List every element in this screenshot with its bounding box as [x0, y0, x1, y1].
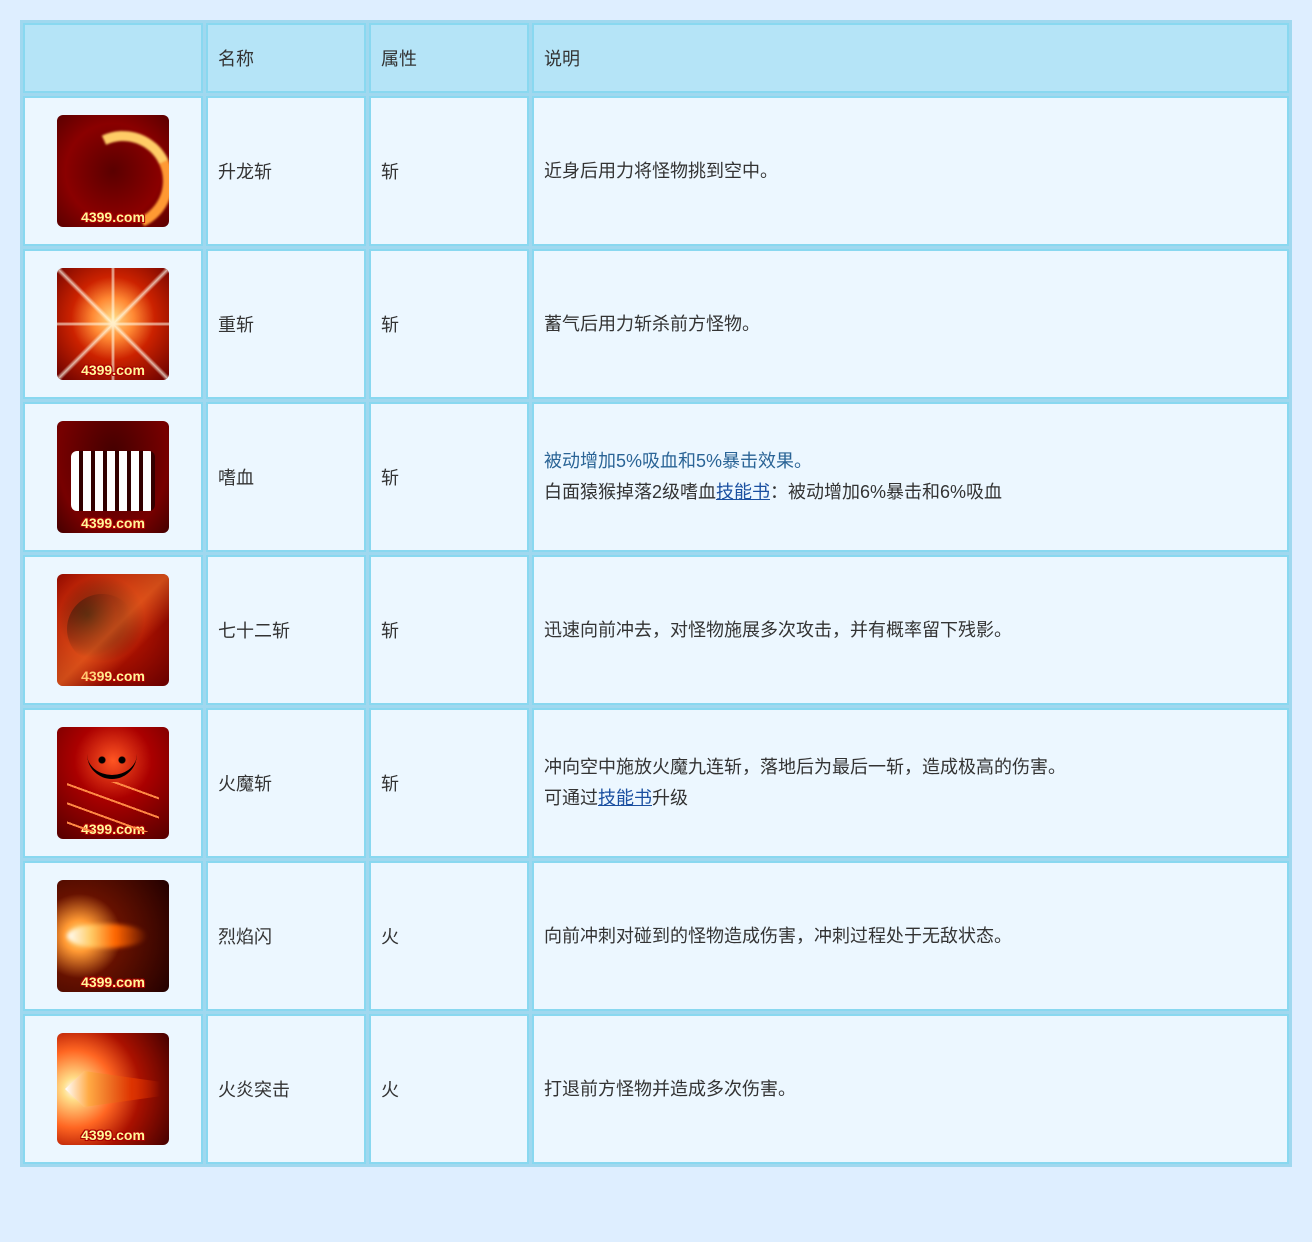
icon-cell: 4399.com — [23, 96, 203, 246]
skill-attr: 斩 — [369, 402, 529, 552]
skill-icon: 4399.com — [57, 421, 169, 533]
icon-cell: 4399.com — [23, 861, 203, 1011]
skill-attr: 斩 — [369, 555, 529, 705]
table-row: 4399.com 烈焰闪 火 向前冲刺对碰到的怪物造成伤害，冲刺过程处于无敌状态… — [23, 861, 1289, 1011]
watermark: 4399.com — [59, 821, 167, 837]
header-icon — [23, 23, 203, 93]
icon-cell: 4399.com — [23, 1014, 203, 1164]
icon-cell: 4399.com — [23, 402, 203, 552]
skill-name: 火炎突击 — [206, 1014, 366, 1164]
desc-line2-pre: 可通过 — [544, 788, 598, 808]
header-name: 名称 — [206, 23, 366, 93]
desc-pre: 白面猿猴掉落2级嗜血 — [544, 482, 716, 502]
skill-desc: 冲向空中施放火魔九连斩，落地后为最后一斩，造成极高的伤害。 可通过技能书升级 — [532, 708, 1289, 858]
skill-icon: 4399.com — [57, 268, 169, 380]
watermark: 4399.com — [59, 668, 167, 684]
header-attr: 属性 — [369, 23, 529, 93]
icon-cell: 4399.com — [23, 708, 203, 858]
table-row: 4399.com 火魔斩 斩 冲向空中施放火魔九连斩，落地后为最后一斩，造成极高… — [23, 708, 1289, 858]
desc-line2-post: 升级 — [652, 788, 688, 808]
skill-name: 嗜血 — [206, 402, 366, 552]
table-row: 4399.com 火炎突击 火 打退前方怪物并造成多次伤害。 — [23, 1014, 1289, 1164]
skill-desc: 迅速向前冲去，对怪物施展多次攻击，并有概率留下残影。 — [532, 555, 1289, 705]
skill-table: 名称 属性 说明 4399.com 升龙斩 斩 近身后用力将怪物挑到空中。 43… — [20, 20, 1292, 1167]
skill-icon: 4399.com — [57, 880, 169, 992]
watermark: 4399.com — [59, 362, 167, 378]
skill-desc: 被动增加5%吸血和5%暴击效果。 白面猿猴掉落2级嗜血技能书：被动增加6%暴击和… — [532, 402, 1289, 552]
watermark: 4399.com — [59, 1127, 167, 1143]
table-row: 4399.com 七十二斩 斩 迅速向前冲去，对怪物施展多次攻击，并有概率留下残… — [23, 555, 1289, 705]
skill-icon: 4399.com — [57, 727, 169, 839]
table-row: 4399.com 嗜血 斩 被动增加5%吸血和5%暴击效果。 白面猿猴掉落2级嗜… — [23, 402, 1289, 552]
skill-icon: 4399.com — [57, 574, 169, 686]
skill-attr: 火 — [369, 861, 529, 1011]
desc-post: ：被动增加6%暴击和6%吸血 — [770, 482, 1002, 502]
skill-book-link[interactable]: 技能书 — [598, 788, 652, 808]
skill-name: 火魔斩 — [206, 708, 366, 858]
skill-attr: 火 — [369, 1014, 529, 1164]
skill-attr: 斩 — [369, 249, 529, 399]
table-row: 4399.com 升龙斩 斩 近身后用力将怪物挑到空中。 — [23, 96, 1289, 246]
table-row: 4399.com 重斩 斩 蓄气后用力斩杀前方怪物。 — [23, 249, 1289, 399]
skill-attr: 斩 — [369, 96, 529, 246]
skill-desc: 近身后用力将怪物挑到空中。 — [532, 96, 1289, 246]
watermark: 4399.com — [59, 209, 167, 225]
skill-name: 七十二斩 — [206, 555, 366, 705]
skill-name: 升龙斩 — [206, 96, 366, 246]
skill-name: 重斩 — [206, 249, 366, 399]
header-desc: 说明 — [532, 23, 1289, 93]
skill-icon: 4399.com — [57, 1033, 169, 1145]
skill-icon: 4399.com — [57, 115, 169, 227]
desc-line1: 冲向空中施放火魔九连斩，落地后为最后一斩，造成极高的伤害。 — [544, 757, 1066, 777]
skill-desc: 蓄气后用力斩杀前方怪物。 — [532, 249, 1289, 399]
header-row: 名称 属性 说明 — [23, 23, 1289, 93]
skill-desc: 向前冲刺对碰到的怪物造成伤害，冲刺过程处于无敌状态。 — [532, 861, 1289, 1011]
skill-desc: 打退前方怪物并造成多次伤害。 — [532, 1014, 1289, 1164]
desc-passive-blue: 被动增加5%吸血和5%暴击效果。 — [544, 451, 812, 471]
watermark: 4399.com — [59, 974, 167, 990]
skill-book-link[interactable]: 技能书 — [716, 482, 770, 502]
skill-name: 烈焰闪 — [206, 861, 366, 1011]
icon-cell: 4399.com — [23, 249, 203, 399]
watermark: 4399.com — [59, 515, 167, 531]
skill-attr: 斩 — [369, 708, 529, 858]
icon-cell: 4399.com — [23, 555, 203, 705]
